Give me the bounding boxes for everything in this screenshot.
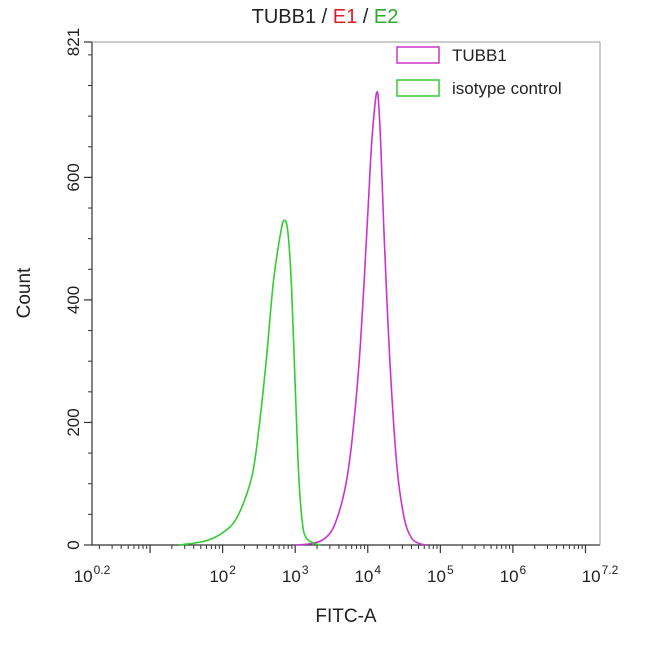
x-tick-label: 105 [427, 563, 454, 586]
x-tick-label: 104 [354, 563, 381, 586]
y-tick-label: 600 [64, 163, 83, 191]
legend: TUBB1 isotype control [396, 46, 562, 98]
title-part-tubb1: TUBB1 [252, 6, 316, 28]
series-line-isotype-control [178, 219, 321, 546]
legend-label-isotype-control: isotype control [452, 79, 562, 98]
y-axis-title: Count [14, 267, 35, 318]
series-layer [178, 90, 427, 546]
title-part-e1: E1 [333, 6, 357, 28]
y-tick-label: 400 [64, 286, 83, 314]
legend-swatch-tubb1 [396, 46, 440, 64]
x-tick-label: 100.2 [74, 563, 111, 586]
x-tick-label: 103 [282, 563, 309, 586]
x-tick-label: 107.2 [582, 563, 619, 586]
legend-label-tubb1: TUBB1 [452, 46, 507, 65]
series-line-tubb1 [295, 90, 427, 546]
x-tick-label: 102 [209, 563, 236, 586]
y-tick-label: 0 [64, 540, 83, 549]
title-separator-2: / [357, 6, 374, 28]
title-separator-1: / [316, 6, 333, 28]
legend-swatch-isotype-control [396, 79, 440, 97]
y-tick-label: 200 [64, 408, 83, 436]
x-tick-label: 106 [500, 563, 527, 586]
x-axis-title: FITC-A [315, 606, 377, 627]
y-ticks: 0 200 400 600 821 [64, 28, 92, 550]
title-part-e2: E2 [374, 6, 398, 28]
x-ticks: 100.2 102 103 104 105 106 107.2 [74, 545, 619, 586]
chart-title: TUBB1 / E1 / E2 [252, 6, 399, 28]
y-tick-label: 821 [64, 28, 83, 56]
